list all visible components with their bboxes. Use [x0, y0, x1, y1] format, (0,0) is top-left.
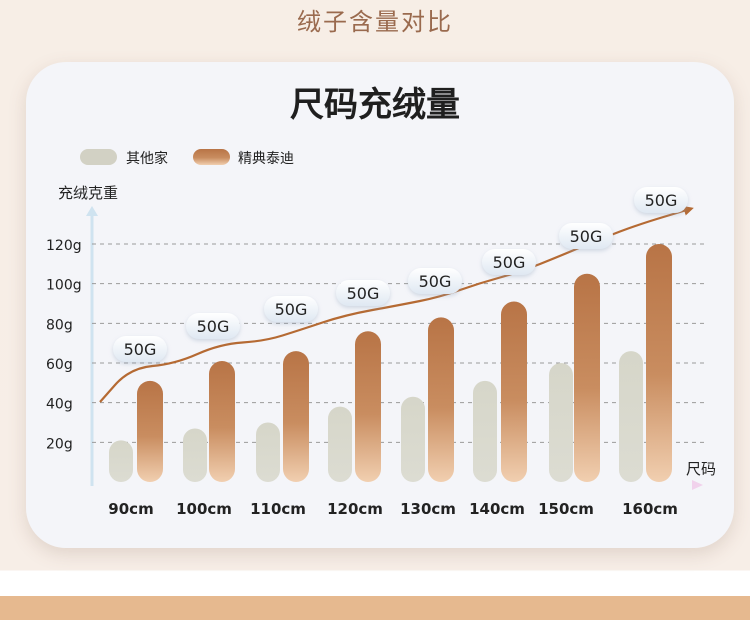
trend-label-text: 50G: [197, 317, 230, 336]
x-tick-label: 140cm: [469, 500, 525, 518]
trend-label-pill: [408, 268, 462, 294]
trend-label-text: 50G: [124, 340, 157, 359]
y-tick-label: 100g: [46, 278, 82, 294]
trend-label-pill: [482, 249, 536, 275]
trend-label: 50G: [186, 313, 240, 339]
x-tick-label: 90cm: [108, 500, 153, 518]
bar-other: [109, 440, 133, 482]
legend-label-ours: 精典泰迪: [238, 151, 294, 167]
legend-swatch-other: [80, 149, 117, 165]
x-axis-title: 尺码: [686, 460, 716, 478]
x-tick-label: 160cm: [622, 500, 678, 518]
trend-label-pill: [113, 336, 167, 362]
bar-other: [473, 380, 497, 482]
trend-label-text: 50G: [645, 191, 678, 210]
trend-label-pill: [559, 223, 613, 249]
bar-other: [183, 428, 207, 482]
bar-other: [619, 351, 643, 482]
legend-swatch-ours: [193, 149, 230, 165]
bar-ours: [574, 273, 600, 482]
bar-other: [328, 406, 352, 482]
bar-other: [549, 363, 573, 482]
x-tick-label: 120cm: [327, 500, 383, 518]
bar-ours: [137, 380, 163, 482]
trend-label-text: 50G: [570, 227, 603, 246]
y-axis-title: 充绒克重: [58, 184, 118, 202]
trend-label: 50G: [482, 249, 536, 275]
y-tick-label: 20g: [46, 436, 73, 452]
y-tick-label: 40g: [46, 397, 73, 413]
x-tick-label: 150cm: [538, 500, 594, 518]
trend-label: 50G: [559, 223, 613, 249]
x-tick-label: 110cm: [250, 500, 306, 518]
bar-ours: [428, 317, 454, 482]
card-title: 尺码充绒量: [290, 85, 460, 125]
trend-label-text: 50G: [347, 284, 380, 303]
trend-label-text: 50G: [275, 300, 308, 319]
bar-ours: [209, 361, 235, 482]
trend-label-pill: [336, 280, 390, 306]
y-tick-label: 120g: [46, 238, 82, 254]
bar-ours: [283, 351, 309, 482]
trend-label: 50G: [336, 280, 390, 306]
trend-label-pill: [186, 313, 240, 339]
trend-label-pill: [264, 296, 318, 322]
bottom-band: [0, 596, 750, 620]
bar-ours: [501, 301, 527, 482]
section-title: 绒子含量对比: [297, 8, 453, 36]
trend-label: 50G: [634, 187, 688, 213]
trend-label-text: 50G: [419, 272, 452, 291]
trend-label: 50G: [113, 336, 167, 362]
y-axis-arrow: [86, 206, 98, 216]
y-tick-label: 80g: [46, 317, 73, 333]
trend-label-text: 50G: [493, 253, 526, 272]
bar-ours: [646, 244, 672, 482]
trend-label: 50G: [264, 296, 318, 322]
bar-other: [256, 422, 280, 482]
trend-label-pill: [634, 187, 688, 213]
x-tick-label: 100cm: [176, 500, 232, 518]
x-axis-arrow: [692, 480, 703, 490]
y-tick-label: 60g: [46, 357, 73, 373]
bar-other: [401, 396, 425, 482]
trend-label: 50G: [408, 268, 462, 294]
bar-ours: [355, 331, 381, 482]
legend-label-other: 其他家: [126, 150, 168, 167]
x-tick-label: 130cm: [400, 500, 456, 518]
